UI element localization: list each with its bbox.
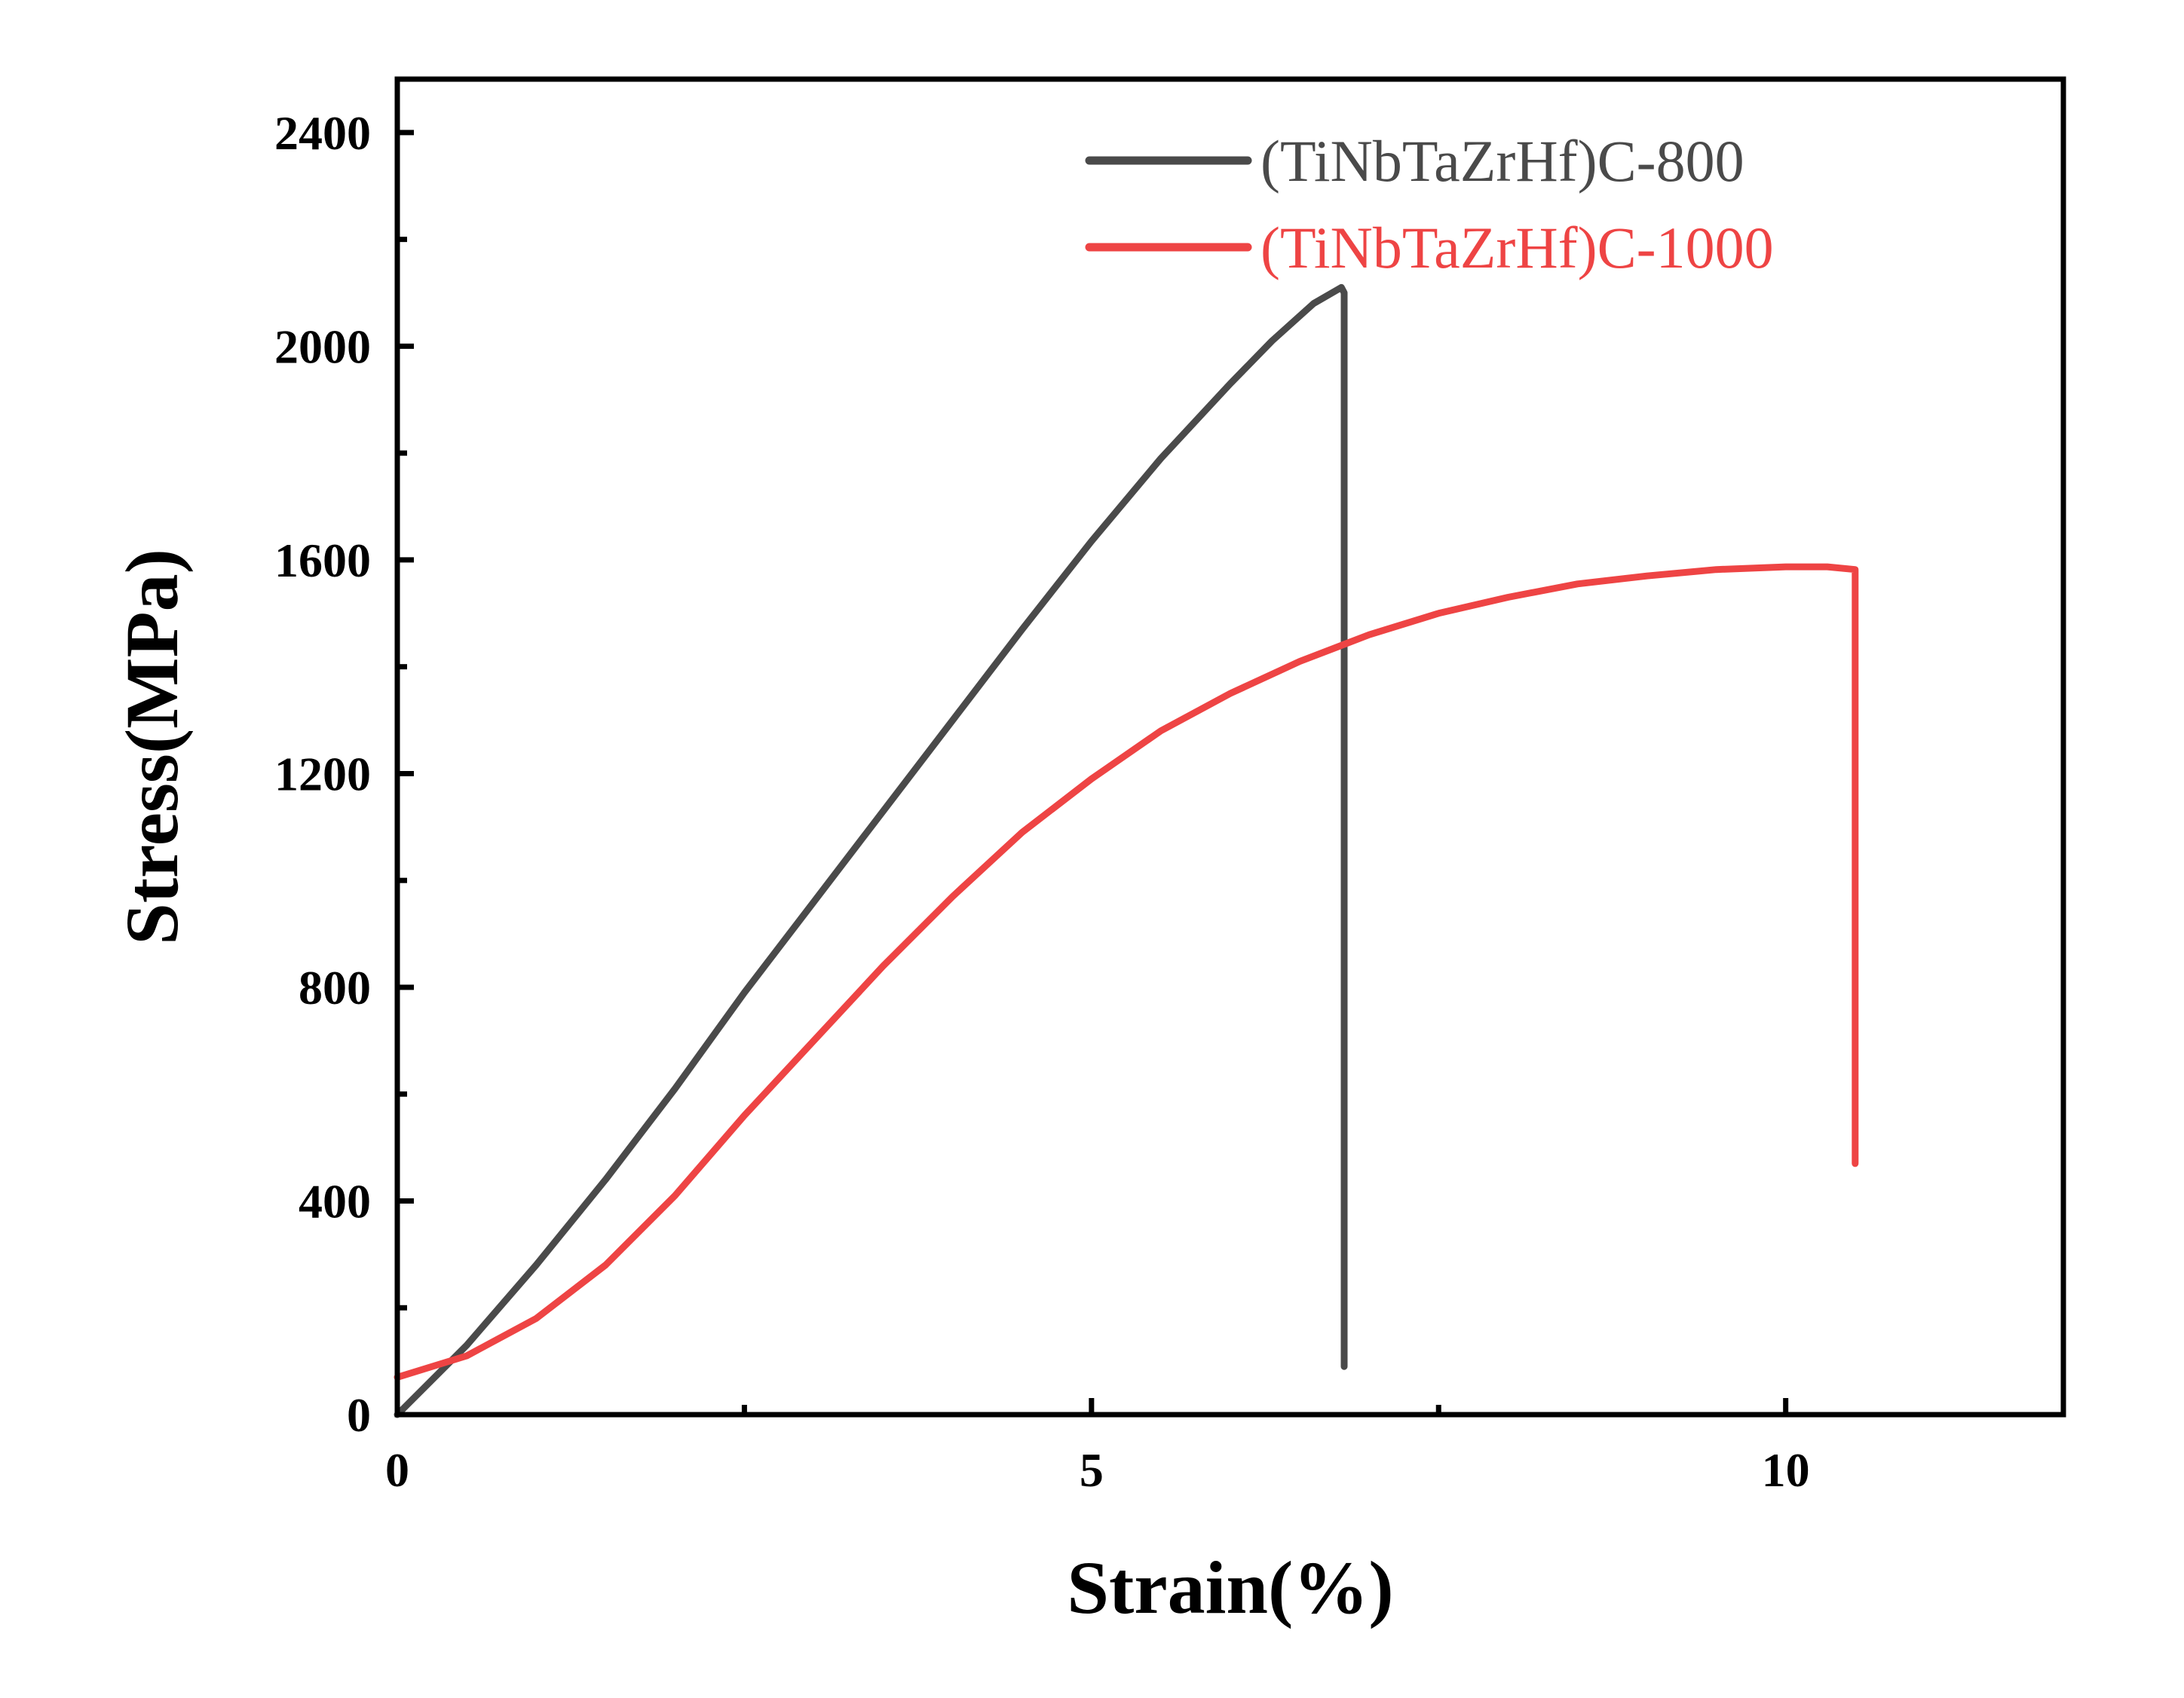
plot-frame	[394, 76, 2066, 1418]
x-axis-title: Strain(%)	[1067, 1546, 1393, 1629]
y-axis-title: Stress(MPa)	[110, 549, 194, 945]
legend-label-2: (TiNbTaZrHf)C-1000	[1260, 215, 1774, 280]
y-tick-label: 1600	[274, 534, 371, 587]
x-tick-label: 5	[1080, 1443, 1104, 1497]
axis-ticks	[394, 130, 1789, 1418]
y-tick-label: 2400	[274, 106, 371, 160]
y-tick-label: 800	[299, 961, 371, 1014]
y-tick-label: 400	[299, 1174, 371, 1228]
axis-tick-labels: 0 5 10 0 400 800 1200 1600 2000 2400	[274, 106, 1810, 1497]
x-tick-label: 0	[385, 1443, 409, 1497]
y-tick-label: 0	[347, 1388, 371, 1442]
series-line-2	[394, 563, 1859, 1381]
series-line-1	[394, 283, 1348, 1418]
series-layer	[394, 283, 1859, 1418]
legend: (TiNbTaZrHf)C-800 (TiNbTaZrHf)C-1000	[1085, 128, 1774, 280]
y-tick-label: 2000	[274, 320, 371, 373]
legend-label-1: (TiNbTaZrHf)C-800	[1260, 128, 1744, 194]
y-tick-label: 1200	[274, 747, 371, 800]
x-tick-label: 10	[1762, 1443, 1810, 1497]
